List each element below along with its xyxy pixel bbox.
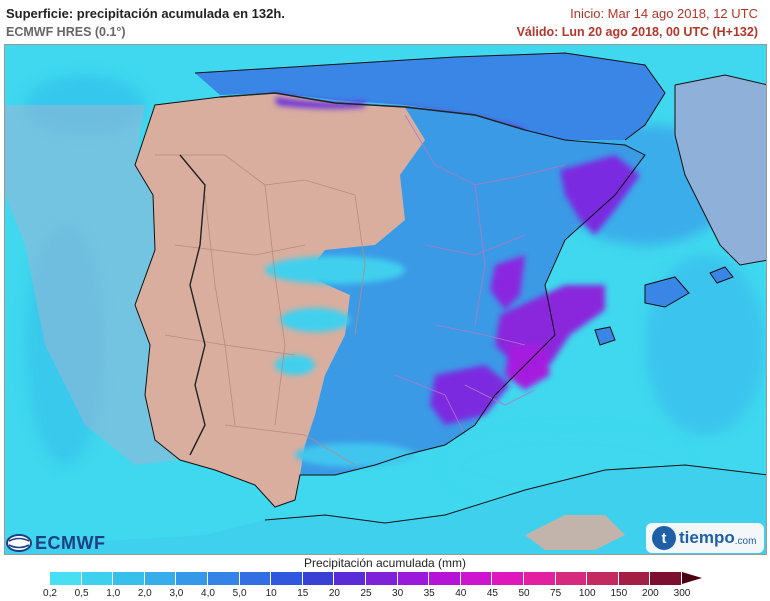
map-title: Superficie: precipitación acumulada en 1… bbox=[6, 6, 285, 21]
legend-tick-label: 75 bbox=[550, 588, 562, 599]
legend-color-cell bbox=[523, 572, 556, 585]
legend-tick-label: 50 bbox=[518, 588, 530, 599]
legend-tick-label: 3,0 bbox=[169, 588, 184, 599]
coastlines bbox=[134, 52, 766, 524]
model-label: ECMWF HRES (0.1°) bbox=[6, 25, 126, 39]
legend-tick-label: 20 bbox=[328, 588, 340, 599]
legend-color-cell bbox=[650, 572, 682, 585]
tiempo-logo[interactable]: t tiempo .com bbox=[646, 523, 764, 553]
legend-tick-label: 30 bbox=[392, 588, 404, 599]
precipitation-map[interactable] bbox=[4, 44, 767, 555]
iberia-dry-land bbox=[135, 93, 425, 507]
legend-color-cell bbox=[239, 572, 272, 585]
legend-tick-label: 40 bbox=[455, 588, 467, 599]
tiempo-logo-icon: t bbox=[652, 526, 676, 550]
legend-color-bar bbox=[50, 572, 682, 585]
legend-tick-label: 25 bbox=[360, 588, 372, 599]
country-borders bbox=[179, 92, 526, 456]
region-borders-east bbox=[394, 114, 566, 436]
legend-color-cell bbox=[144, 572, 177, 585]
legend-color-cell bbox=[460, 572, 493, 585]
legend-color-cell bbox=[334, 572, 366, 585]
legend-ticks: 0,2 0,5 1,0 2,0 3,0 4,0 5,0 10 15 20 25 30 35 40 45 50 7… bbox=[0, 588, 770, 601]
legend-tick-label: 150 bbox=[610, 588, 628, 599]
valid-time: Válido: Lun 20 ago 2018, 00 UTC (H+132) bbox=[516, 25, 758, 39]
legend-tick-label: 100 bbox=[578, 588, 596, 599]
france-land bbox=[195, 53, 665, 140]
legend-color-cell bbox=[81, 572, 114, 585]
ecmwf-logo-text: ECMWF bbox=[35, 532, 106, 553]
legend-color-cell bbox=[50, 572, 82, 585]
legend-color-cell bbox=[176, 572, 208, 585]
legend-color-cell bbox=[207, 572, 240, 585]
region-borders bbox=[155, 154, 366, 466]
legend-color-cell bbox=[302, 572, 335, 585]
legend-color-cell bbox=[555, 572, 588, 585]
legend-tick-label: 1,0 bbox=[106, 588, 121, 599]
atlantic-open-sea bbox=[5, 105, 180, 465]
ecmwf-mark-icon bbox=[6, 534, 32, 552]
heavy-rain-east bbox=[275, 97, 640, 425]
legend-color-cell bbox=[113, 572, 145, 585]
legend-tick-label: 0,2 bbox=[43, 588, 57, 599]
legend-color-cell bbox=[429, 572, 461, 585]
legend-tick-label: 200 bbox=[642, 588, 659, 599]
legend-tick-label: 5,0 bbox=[232, 588, 247, 599]
legend-tick-label: 15 bbox=[297, 588, 309, 599]
legend-tick-label: 35 bbox=[423, 588, 435, 599]
legend-tick-label: 10 bbox=[265, 588, 277, 599]
central-rain-patches bbox=[265, 256, 415, 467]
iberia-rain-land bbox=[300, 107, 645, 475]
legend-tick-label: 0,5 bbox=[74, 588, 89, 599]
legend-color-cell bbox=[618, 572, 651, 585]
header: Superficie: precipitación acumulada en 1… bbox=[0, 0, 770, 44]
legend-color-cell bbox=[587, 572, 619, 585]
ecmwf-logo: ECMWF bbox=[6, 532, 105, 554]
legend-color-cell bbox=[397, 572, 430, 585]
legend-tick-label: 2,0 bbox=[137, 588, 152, 599]
tiempo-logo-name: tiempo bbox=[679, 528, 735, 547]
legend-over-arrow bbox=[682, 572, 702, 584]
map-canvas bbox=[5, 45, 766, 554]
legend-color-cell bbox=[271, 572, 303, 585]
sardinia-land bbox=[675, 75, 766, 265]
legend-tick-label: 45 bbox=[486, 588, 498, 599]
legend-tick-label: 4,0 bbox=[201, 588, 215, 599]
legend-title: Precipitación acumulada (mm) bbox=[303, 556, 467, 570]
north-africa-dry-patch bbox=[525, 515, 625, 550]
legend-color-cell bbox=[492, 572, 524, 585]
legend-tick-label: 300 bbox=[673, 588, 691, 599]
init-time: Inicio: Mar 14 ago 2018, 12 UTC bbox=[570, 6, 758, 21]
tiempo-logo-domain: .com bbox=[734, 535, 757, 547]
legend-color-cell bbox=[365, 572, 398, 585]
